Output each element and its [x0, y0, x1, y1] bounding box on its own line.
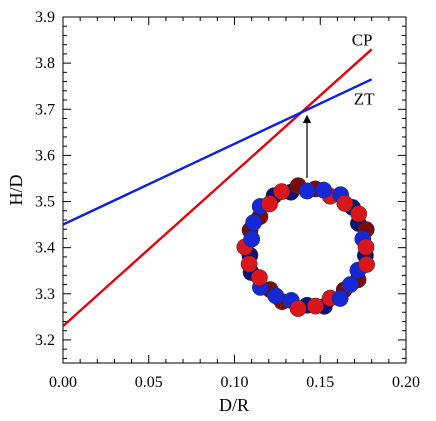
- y-tick-label: 3.4: [35, 240, 55, 257]
- x-tick-label: 0.10: [221, 374, 249, 391]
- plot-frame: [62, 16, 407, 364]
- ring-bead-blue: [331, 290, 349, 307]
- series-labels: CP ZT: [352, 30, 375, 108]
- y-tick-label: 3.6: [35, 147, 55, 164]
- ring-bead-red: [350, 205, 368, 223]
- ring-bead-blue: [243, 230, 261, 248]
- series-line-zt: [63, 78, 373, 226]
- ring-bead-blue: [267, 287, 285, 305]
- x-tick-labels: 0.00 0.05 0.10 0.15 0.20: [49, 374, 420, 391]
- y-tick-label: 3.7: [35, 101, 55, 118]
- torus-ring-icon: [236, 177, 375, 317]
- y-tick-label: 3.2: [35, 332, 55, 349]
- ring-bead-red: [358, 256, 375, 273]
- ticks: [62, 16, 407, 363]
- ring-bead-red: [250, 269, 268, 286]
- x-tick-label: 0.00: [49, 374, 77, 391]
- x-tick-label: 0.15: [306, 374, 334, 391]
- ring-bead-red: [261, 195, 278, 213]
- y-tick-label: 3.9: [35, 9, 55, 26]
- ring-bead-red: [273, 183, 291, 201]
- ring-bead-blue: [315, 181, 333, 199]
- ring-bead-red: [307, 297, 324, 315]
- ring-bead-red: [357, 238, 375, 256]
- ring-bead-red: [240, 255, 258, 273]
- series-label-zt: ZT: [354, 89, 375, 108]
- ring-bead-blue: [298, 182, 316, 200]
- y-tick-label: 3.3: [35, 286, 55, 303]
- x-tick-label: 0.20: [392, 374, 420, 391]
- series-label-cp: CP: [352, 30, 373, 49]
- y-tick-label: 3.5: [35, 194, 55, 211]
- x-axis-label: D/R: [219, 395, 249, 415]
- series-lines: [63, 48, 373, 327]
- x-tick-label: 0.05: [135, 374, 163, 391]
- y-tick-labels: 3.2 3.3 3.4 3.5 3.6 3.7 3.8 3.9: [35, 9, 55, 349]
- ring-bead-red: [289, 300, 307, 317]
- series-line-cp: [63, 48, 373, 327]
- y-tick-label: 3.8: [35, 55, 55, 72]
- ring-bead-blue: [245, 214, 263, 232]
- ring-bead-blue: [341, 276, 359, 293]
- ring-bead-red: [336, 194, 354, 212]
- y-axis-label: H/D: [6, 175, 26, 206]
